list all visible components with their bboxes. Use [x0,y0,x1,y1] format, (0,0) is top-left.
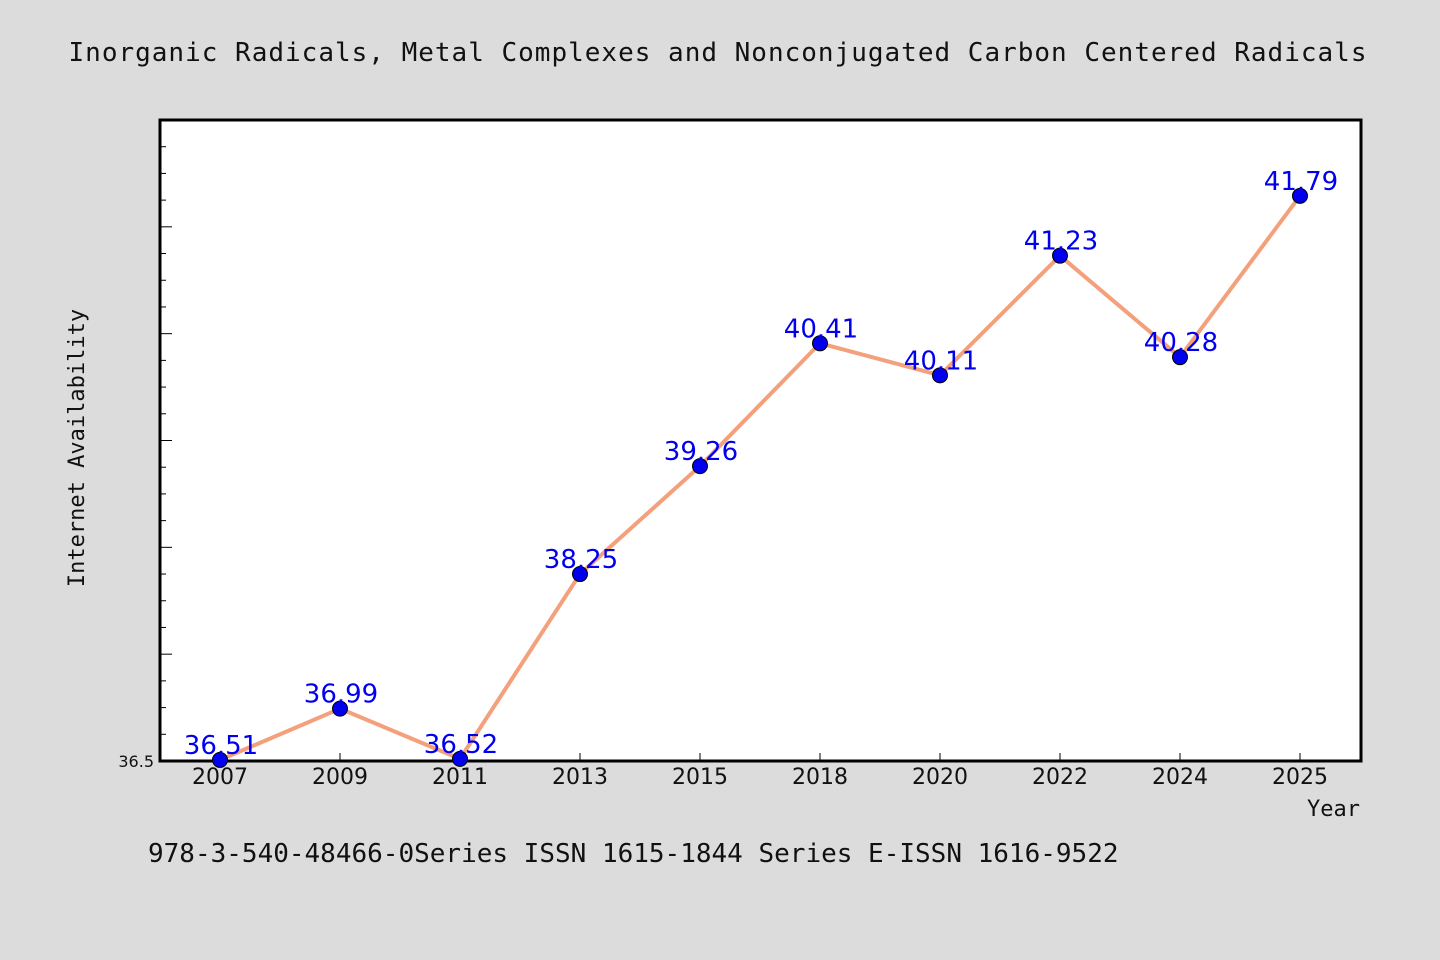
data-label: 41.23 [1024,227,1098,257]
data-label: 40.28 [1144,328,1218,358]
data-label: 38.25 [544,545,618,575]
data-label: 40.41 [784,314,858,344]
x-tick-label: 2015 [672,765,728,790]
x-axis-label: Year [1307,797,1360,822]
data-point [1172,349,1188,366]
x-tick-label: 2022 [1032,765,1088,790]
chart-title: Inorganic Radicals, Metal Complexes and … [69,38,1368,68]
data-label: 36.51 [184,731,258,761]
data-markers [212,187,1308,768]
data-label: 40.11 [904,346,978,376]
footer-note: 978-3-540-48466-0Series ISSN 1615-1844 S… [148,839,1119,869]
y-axis-ticks: 36.5 [118,119,172,771]
data-point [572,566,588,583]
x-tick-label: 2018 [792,765,848,790]
data-labels: 36.51 36.99 36.52 38.25 39.26 40.41 40.11 41.23… [184,167,1338,761]
data-label: 36.99 [304,680,378,710]
y-axis-label: Internet Availability [65,309,90,587]
x-tick-label: 2020 [912,765,968,790]
data-point [812,335,828,352]
data-label: 36.52 [424,730,498,760]
data-point [932,367,948,384]
data-point [452,750,468,767]
x-tick-label: 2007 [192,765,248,790]
x-tick-label: 2013 [552,765,608,790]
series-line [218,193,1302,762]
data-label: 39.26 [664,437,738,467]
y-tick-label: 36.5 [118,752,154,771]
series-line-group [218,193,1302,762]
data-point [332,700,348,717]
data-point [212,751,228,768]
x-tick-label: 2025 [1272,765,1328,790]
data-point [692,458,708,475]
data-point [1292,187,1308,204]
x-axis-ticks: 2007 2009 2011 2013 2015 2018 2020 2022 2024 2025 [192,753,1328,790]
data-label: 41.79 [1264,167,1338,197]
data-point [1052,247,1068,264]
plot-area [158,118,1363,763]
x-tick-label: 2024 [1152,765,1208,790]
x-tick-label: 2009 [312,765,368,790]
x-tick-label: 2011 [432,765,488,790]
